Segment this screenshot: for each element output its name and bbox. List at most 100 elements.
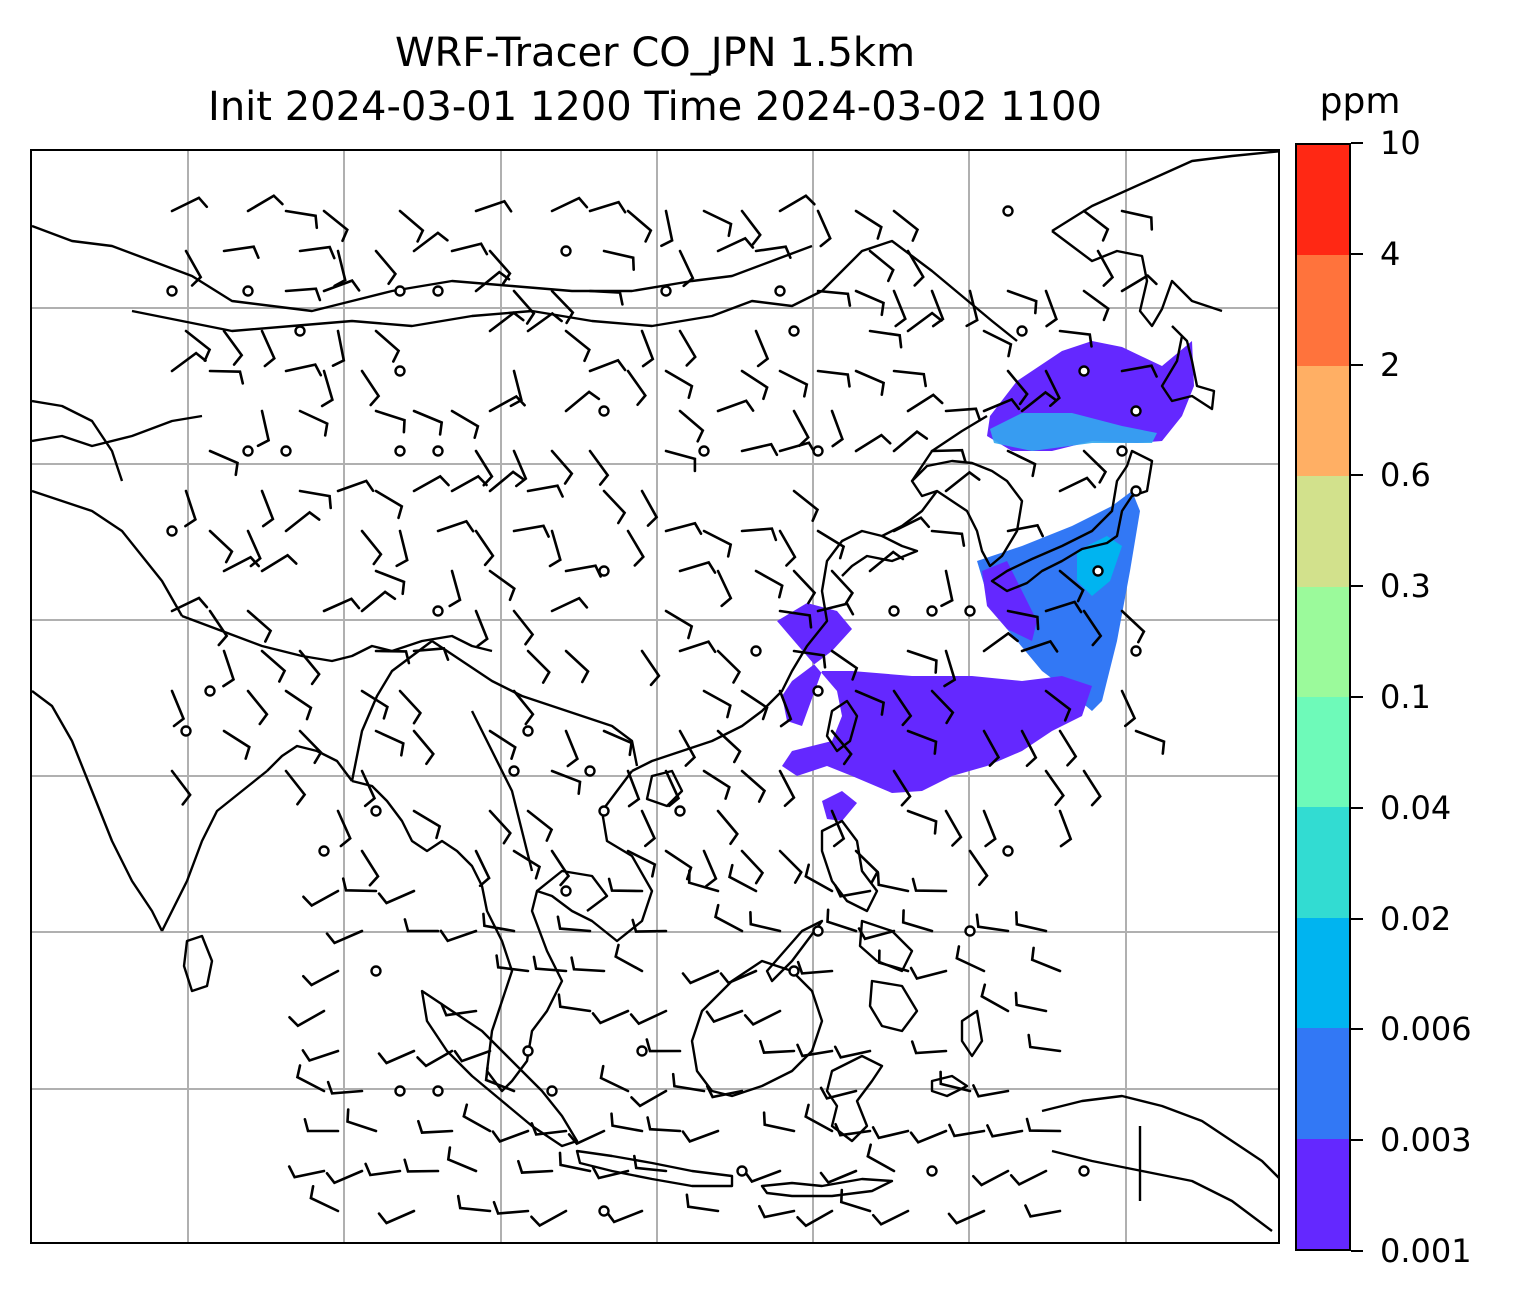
wind-barb [260, 489, 275, 528]
wind-barb [705, 1009, 744, 1024]
coast-bangladesh [266, 744, 353, 782]
wind-barb [557, 993, 592, 1013]
wind-barb [360, 369, 381, 407]
calm-wind-marker [560, 245, 572, 257]
wind-barb [360, 849, 380, 887]
wind-barb [892, 769, 912, 807]
wind-barb [687, 869, 720, 893]
wind-barb [830, 569, 855, 605]
wind-barb [778, 609, 813, 629]
wind-barb [322, 279, 361, 293]
wind-barb [550, 849, 571, 887]
wind-barb [322, 209, 349, 243]
border-russia-mongolia [32, 224, 813, 313]
wind-barb [868, 249, 895, 283]
colorbar-tick [1351, 474, 1363, 477]
wind-barb [526, 484, 564, 498]
calm-wind-marker [774, 285, 786, 297]
wind-barb [678, 409, 705, 443]
wind-barb [1058, 729, 1078, 767]
wind-barb [678, 729, 697, 767]
colorbar-segment [1297, 1138, 1349, 1249]
wind-barb [716, 809, 739, 846]
wind-barb [678, 640, 717, 654]
colorbar-tick [1351, 1139, 1363, 1142]
wind-barb [940, 569, 954, 608]
wind-barb [474, 609, 489, 648]
wind-barb [947, 1209, 986, 1225]
calm-wind-marker [432, 285, 444, 297]
wind-barb [450, 242, 489, 256]
wind-barb [778, 529, 797, 567]
coast-gulf-thailand [536, 869, 609, 912]
wind-barb [854, 369, 886, 396]
wind-barb [740, 689, 769, 721]
wind-barb [792, 569, 817, 605]
wind-barb [564, 729, 579, 768]
wind-barb [749, 910, 782, 933]
wind-barb [488, 809, 512, 845]
wind-barb [1044, 600, 1083, 614]
wind-barb [758, 1204, 796, 1219]
wind-barb [246, 689, 269, 726]
wind-barb [910, 1040, 948, 1055]
wind-barb [512, 449, 528, 488]
calm-wind-marker [394, 285, 406, 297]
wind-barb [526, 809, 554, 842]
wind-barb [664, 369, 694, 399]
wind-barb [892, 289, 907, 328]
wind-barb [322, 597, 361, 613]
wind-barb [320, 369, 334, 408]
wind-barb [474, 529, 495, 567]
wind-barb [702, 209, 733, 238]
wind-barb [331, 329, 346, 367]
wind-barb [930, 448, 967, 463]
calm-wind-marker [1092, 565, 1104, 577]
wind-barb [719, 969, 758, 985]
wind-barb [591, 1166, 630, 1180]
wind-barb [491, 1129, 530, 1143]
wind-barb [512, 609, 535, 646]
wind-barb [876, 871, 910, 893]
wind-barb [965, 289, 979, 328]
colorbar-tick [1351, 585, 1363, 588]
wind-barb [550, 596, 589, 613]
wind-barb [854, 689, 886, 716]
wind-barb [892, 209, 920, 242]
coast-java [575, 1149, 734, 1188]
wind-barb [854, 433, 892, 453]
coastline-layer [32, 151, 1278, 1232]
colorbar-tick-label: 10 [1380, 124, 1421, 162]
wind-barb [1082, 609, 1103, 647]
wind-barb [398, 209, 425, 243]
wind-barb [892, 430, 929, 453]
border-himalaya [181, 614, 493, 663]
wind-barb [222, 729, 251, 760]
wind-barb [1006, 609, 1040, 631]
coast-lesser-sunda [760, 1177, 894, 1198]
wind-barb [170, 196, 209, 213]
border-afghan [32, 399, 124, 482]
wind-barb [1030, 946, 1062, 973]
wind-barb [646, 1116, 682, 1133]
wind-barb [968, 849, 989, 887]
wind-barb [325, 1169, 364, 1185]
calm-wind-marker [788, 965, 800, 977]
wind-barb [298, 409, 329, 437]
calm-wind-marker [508, 765, 520, 777]
border-china-mongolia [131, 239, 1018, 342]
wind-barb [364, 1162, 402, 1177]
wind-barb [834, 1122, 872, 1137]
wind-barb [892, 689, 913, 727]
wind-barb [1024, 1204, 1062, 1218]
wind-barb [495, 954, 530, 973]
wind-barb [816, 529, 846, 560]
coast-russia-east [1051, 230, 1223, 328]
coast-shandong [841, 534, 919, 577]
wind-barb [982, 631, 1019, 653]
wind-barb [517, 1159, 554, 1174]
wind-barb [170, 351, 207, 373]
wind-barb [982, 329, 1013, 358]
wind-barb [325, 929, 364, 945]
calm-wind-marker [166, 285, 178, 297]
